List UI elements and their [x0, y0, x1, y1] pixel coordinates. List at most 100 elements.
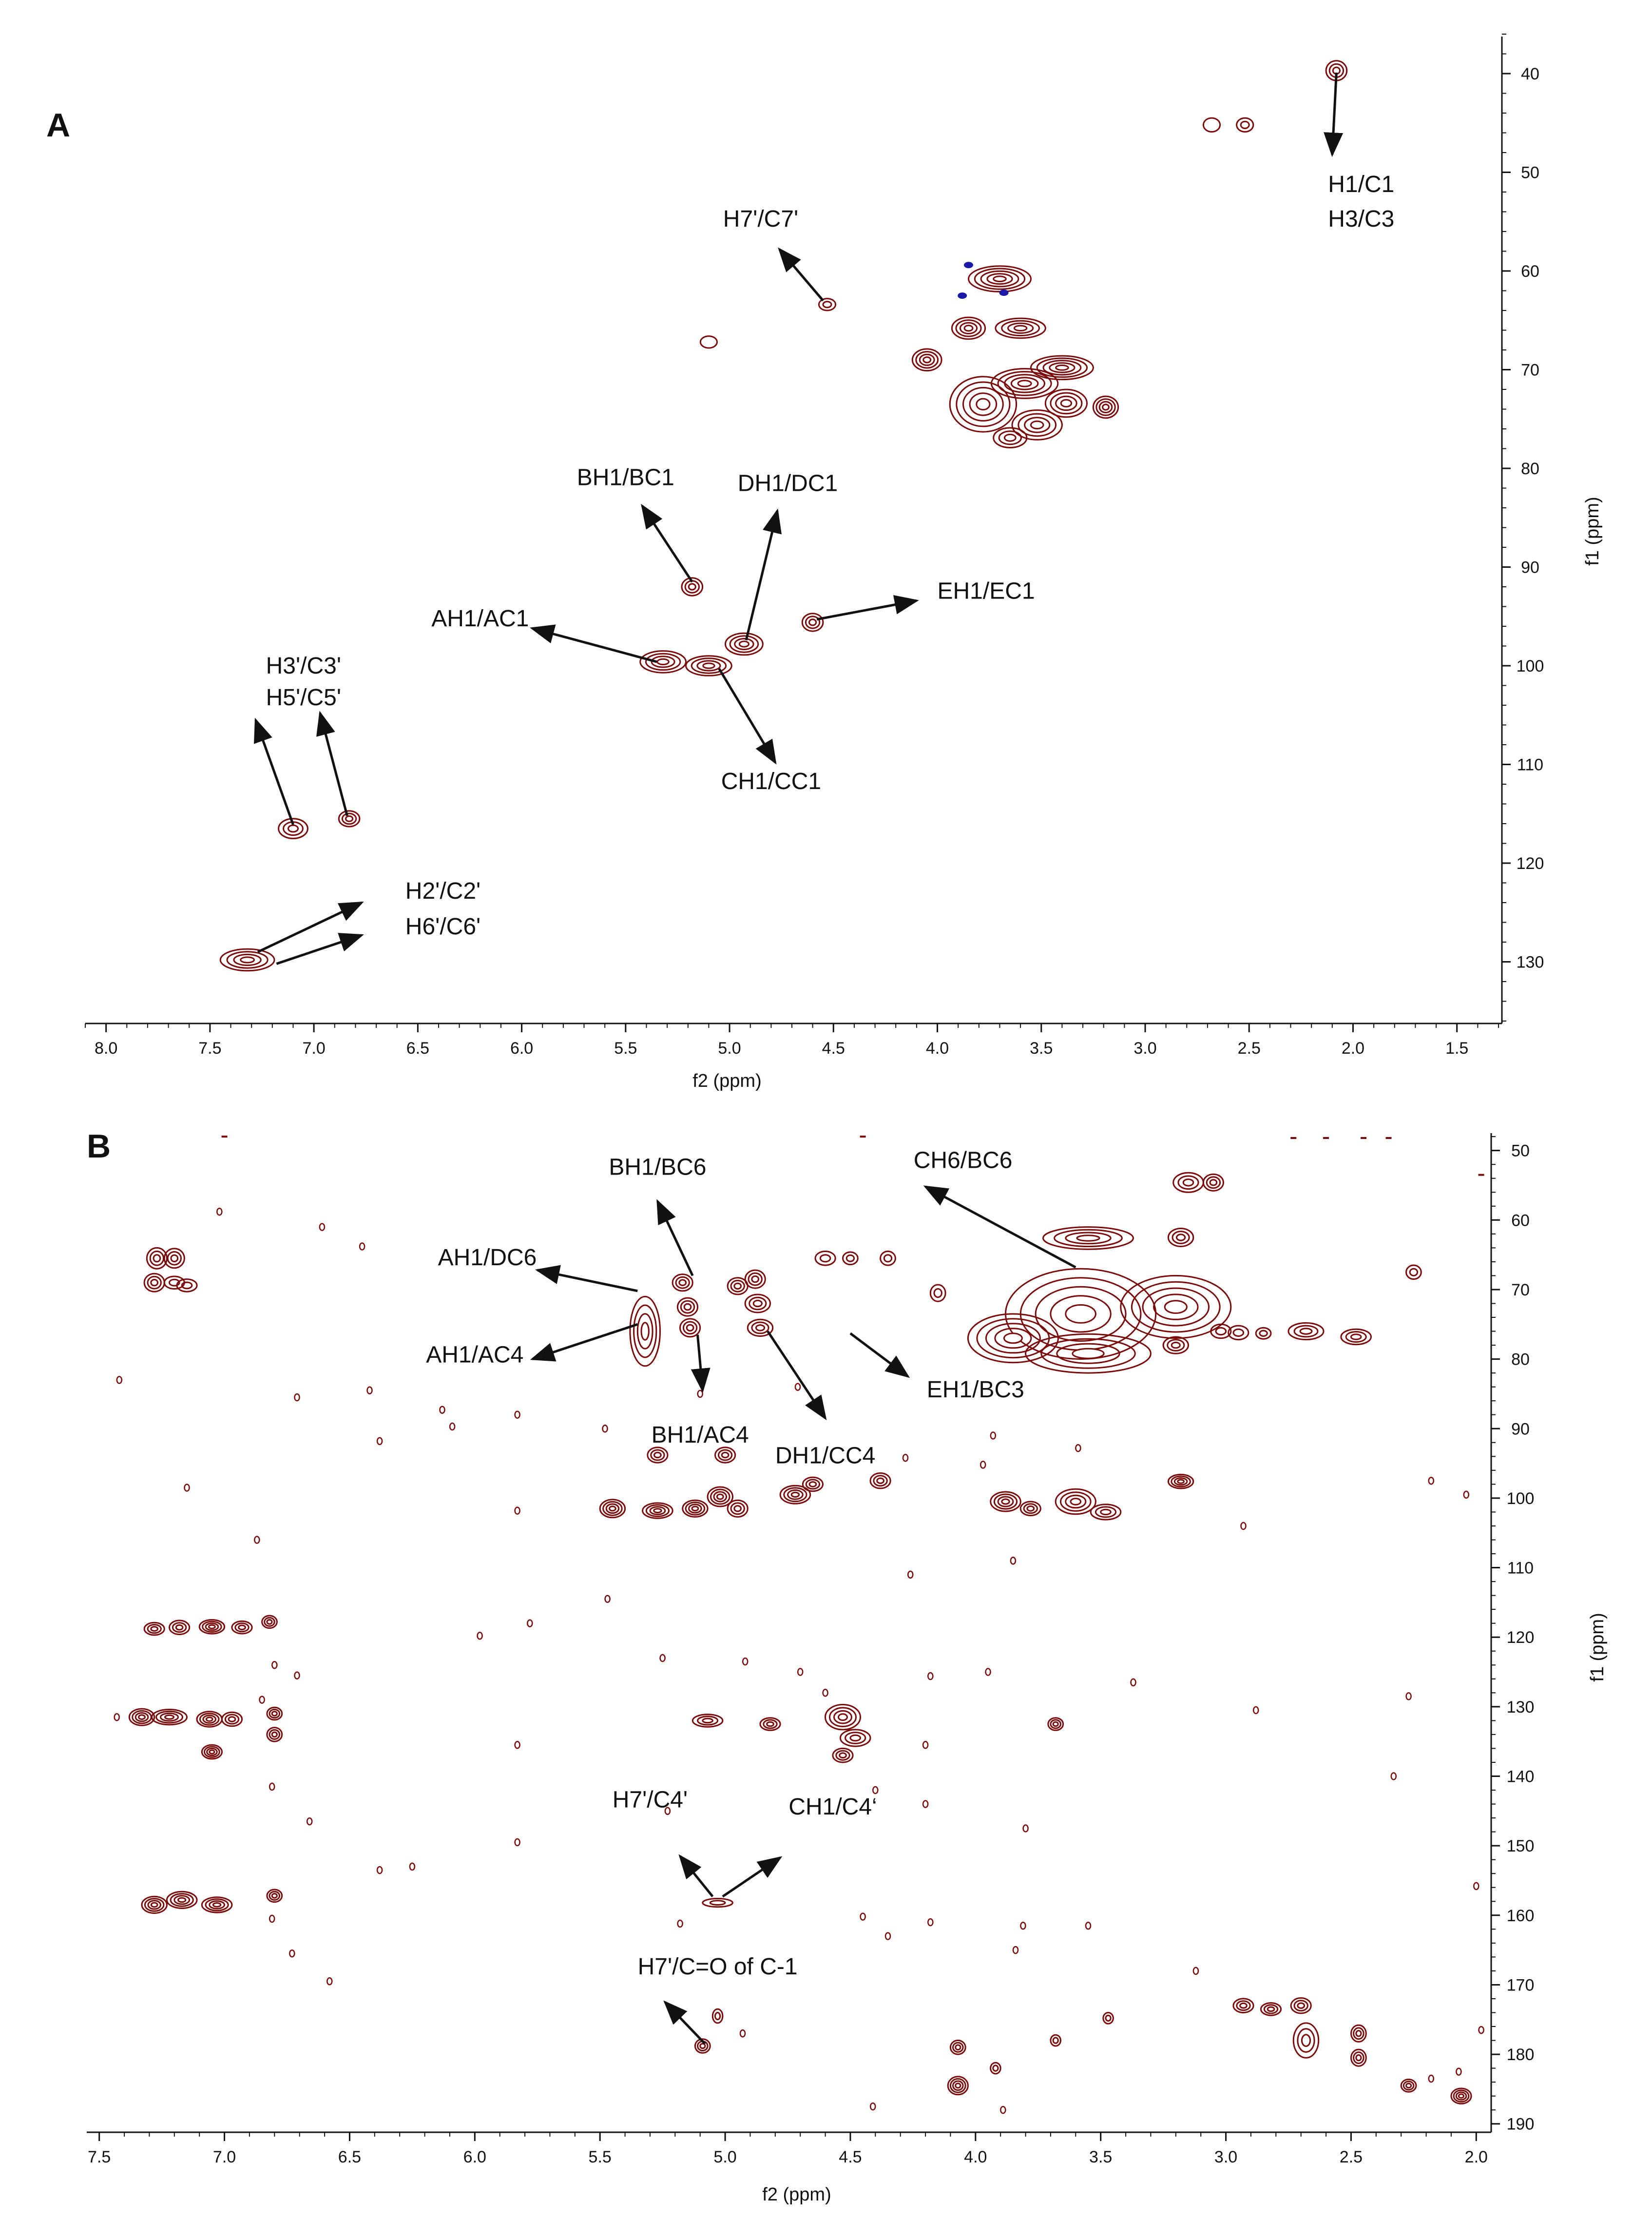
contour-ring: [1050, 1719, 1061, 1729]
contour-ring: [1001, 320, 1040, 337]
x-tick-label: 5.5: [614, 1039, 637, 1058]
contour-ring: [1065, 1232, 1112, 1245]
contour-peak: [951, 316, 986, 340]
contour-ring: [629, 1295, 661, 1367]
contour-ring: [992, 2065, 999, 2072]
contour-ring: [221, 1711, 243, 1727]
contour-ring: [1293, 2000, 1308, 2012]
contour-ring: [819, 1254, 831, 1263]
contour-ring: [226, 951, 269, 969]
x-tick-label: 5.0: [718, 1039, 741, 1058]
contour-peak: [201, 1744, 223, 1760]
contour-ring: [1177, 1479, 1185, 1484]
annotation-label: CH6/BC6: [914, 1147, 1013, 1173]
contour-ring: [1202, 117, 1221, 133]
contour-ring: [138, 1714, 146, 1720]
contour-peak: [681, 577, 704, 597]
contour-peak: [842, 1251, 859, 1266]
contour-ring: [1024, 417, 1051, 433]
contour-peak: [1232, 1998, 1254, 2014]
contour-ring: [1044, 388, 1088, 418]
contour-ring: [947, 2076, 969, 2096]
panel-a-annotation-group: H1/C1 H3/C3 H7'/C7' BH1/BC1 DH1/DC1 EH1/EC1 AH…: [254, 72, 1394, 965]
contour-ring: [808, 618, 817, 626]
contour-ring: [783, 1487, 807, 1503]
contour-ring: [990, 2062, 1001, 2075]
contour-ring: [147, 1624, 162, 1634]
contour-peak: [1210, 1323, 1232, 1339]
contour-peak: [1047, 1717, 1064, 1731]
contour-peak: [725, 632, 764, 656]
contour-ring: [224, 1714, 240, 1725]
contour-peak: [949, 376, 1018, 433]
x-tick-label: 3.5: [1089, 2148, 1112, 2166]
contour-ring: [1042, 360, 1082, 376]
noise-peak: [697, 1389, 703, 1398]
contour-ring: [686, 1324, 694, 1332]
contour-ring: [1239, 2002, 1248, 2009]
contour-ring: [170, 1893, 194, 1907]
y-tick-label: 50: [1521, 164, 1539, 182]
annotation-label: DH1/CC4: [775, 1443, 875, 1469]
contour-peak: [990, 1491, 1021, 1512]
noise-peak: [1405, 1692, 1412, 1700]
noise-peak: [306, 1817, 313, 1826]
annotation-arrow: [663, 2000, 706, 2045]
contour-ring: [833, 1710, 852, 1724]
contour-ring: [128, 1708, 155, 1726]
contour-peak: [196, 1711, 223, 1728]
y-tick-label: 100: [1507, 1489, 1535, 1508]
contour-peak: [1162, 1336, 1190, 1354]
contour-ring: [1030, 355, 1094, 381]
contour-peak: [146, 1247, 168, 1270]
panel-b-y-axis-title: f1 (ppm): [1587, 1613, 1608, 1681]
contour-ring: [1065, 1494, 1087, 1509]
contour-ring: [1402, 2081, 1415, 2091]
contour-peak: [143, 1621, 165, 1636]
contour-ring: [345, 815, 354, 822]
contour-ring: [839, 1729, 871, 1747]
contour-ring: [219, 948, 275, 972]
contour-peak: [802, 1476, 824, 1492]
noise-peak: [1428, 1476, 1435, 1485]
contour-ring: [1054, 1229, 1123, 1247]
contour-peak: [1400, 2079, 1417, 2093]
contour-ring: [271, 1731, 278, 1738]
contour-ring: [1102, 404, 1110, 411]
contour-ring: [1236, 117, 1254, 133]
x-tick-label: 8.0: [95, 1039, 117, 1058]
contour-peak: [1011, 409, 1063, 441]
noise-peak: [269, 1914, 275, 1923]
contour-ring: [1007, 322, 1034, 334]
noise-peak: [514, 1741, 520, 1749]
contour-ring: [749, 1296, 767, 1311]
annotation-label: H2'/C2': [405, 878, 480, 904]
annotation-label: BH1/BC1: [577, 464, 674, 490]
y-tick-label: 110: [1507, 1559, 1534, 1578]
contour-ring: [842, 1251, 859, 1266]
noise-peak: [216, 1207, 223, 1216]
annotation-arrow: [691, 1334, 711, 1393]
panel-b-x-axis-title: f2 (ppm): [762, 2184, 831, 2205]
contour-ring: [1167, 1339, 1185, 1352]
contour-ring: [692, 1714, 724, 1728]
contour-ring: [240, 956, 255, 964]
contour-ring: [206, 1748, 218, 1756]
x-tick-label: 2.0: [1465, 2148, 1488, 2166]
contour-ring: [1287, 1322, 1325, 1341]
noise-peak: [294, 1393, 300, 1402]
contour-ring: [738, 640, 750, 648]
contour-ring: [702, 1898, 733, 1908]
contour-peak: [128, 1708, 155, 1726]
annotation-arrow: [276, 933, 364, 965]
contour-ring: [1070, 1498, 1082, 1505]
panel-b-hmbc-spectrum: B BH1/BC6 CH6/BC6 AH1/DC6 AH1/AC4 BH1/AC4 DH1…: [87, 1128, 1608, 2205]
y-tick-label: 60: [1521, 262, 1539, 281]
contour-ring: [832, 1747, 854, 1763]
contour-peak: [714, 1447, 736, 1464]
contour-ring: [694, 2038, 711, 2054]
contour-ring: [1023, 1503, 1038, 1514]
y-tick-label: 180: [1507, 2045, 1535, 2064]
contour-ring: [1060, 1491, 1092, 1512]
contour-ring: [1345, 1331, 1367, 1343]
